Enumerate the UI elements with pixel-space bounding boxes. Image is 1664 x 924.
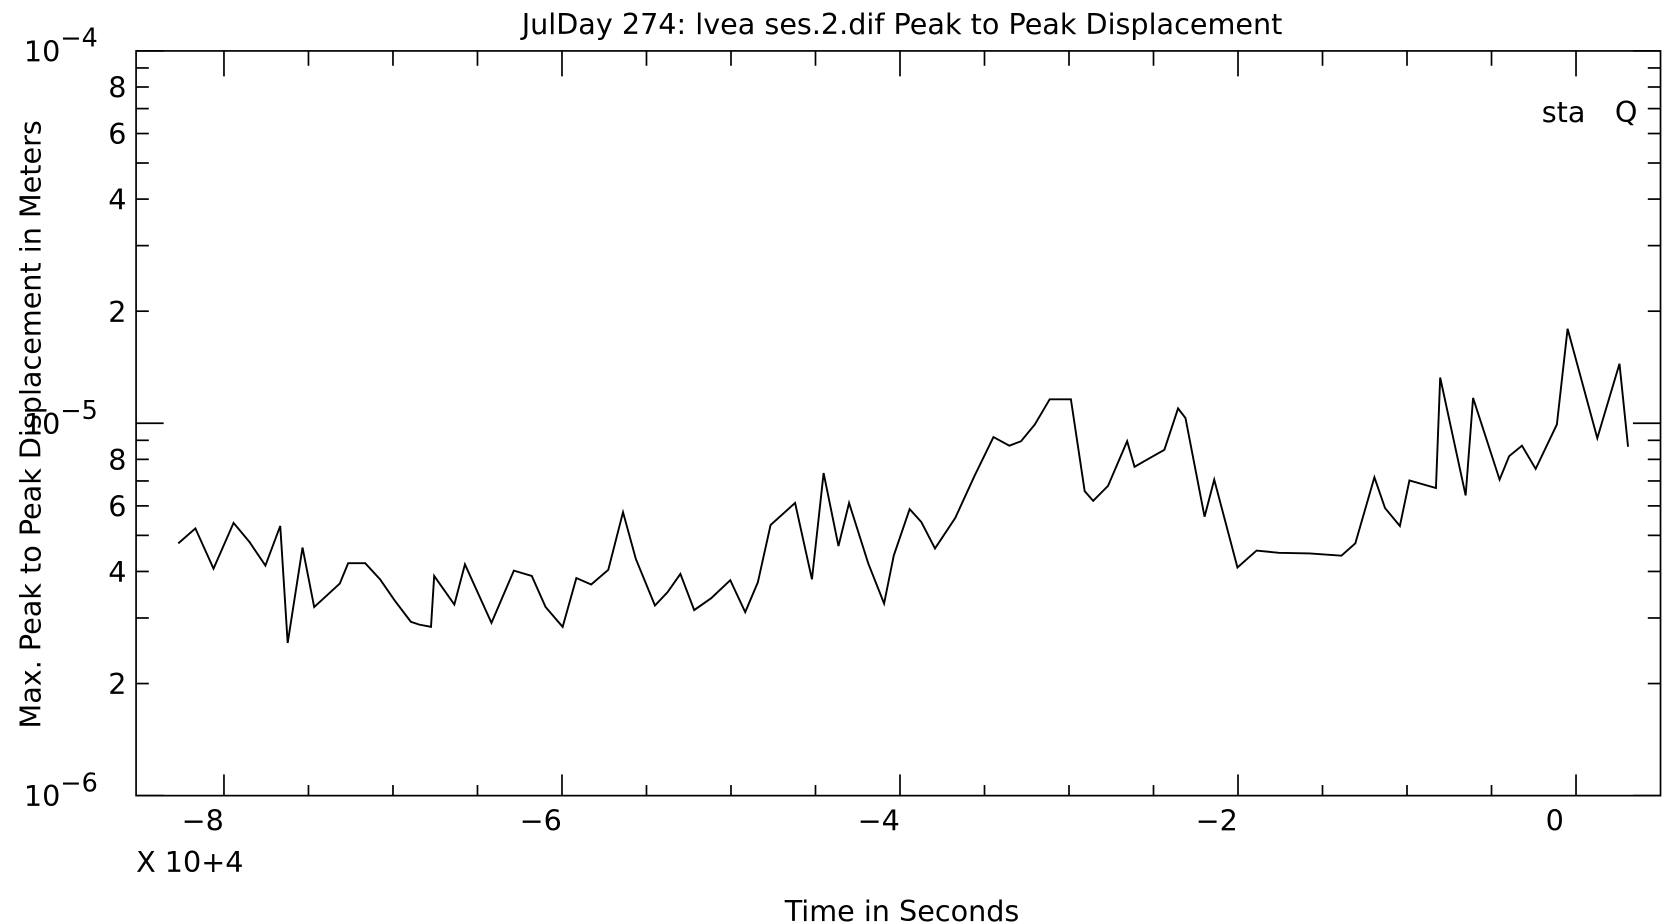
y-tick-label: 10−5 (24, 396, 98, 441)
legend-entry: Q (1615, 95, 1638, 129)
chart-title: JulDay 274: lvea ses.2.dif Peak to Peak … (520, 7, 1283, 41)
y-tick-label: 10−6 (24, 768, 98, 813)
y-tick-label: 2 (108, 667, 126, 701)
y-tick-label-exponent: −5 (60, 396, 98, 426)
y-tick-label-base: 6 (108, 489, 126, 523)
y-tick-label-base: 10 (24, 35, 60, 69)
y-tick-label: 6 (108, 117, 126, 151)
x-tick-label: −8 (182, 804, 224, 838)
y-tick-label-base: 10 (24, 407, 60, 441)
y-tick-label-exponent: −4 (60, 24, 98, 54)
x-axis-label: Time in Seconds (784, 894, 1020, 924)
y-tick-label: 4 (108, 183, 126, 217)
y-tick-label: 10−4 (24, 24, 98, 69)
y-tick-label-base: 6 (108, 117, 126, 151)
y-tick-label-base: 8 (108, 443, 126, 477)
y-tick-label: 4 (108, 555, 126, 589)
y-tick-label-base: 4 (108, 183, 126, 217)
x-tick-label: −4 (858, 804, 900, 838)
y-tick-label: 2 (108, 295, 126, 329)
y-tick-label-base: 2 (108, 667, 126, 701)
y-axis-label: Max. Peak to Peak Displacement in Meters (14, 120, 48, 728)
y-tick-label-exponent: −6 (60, 768, 98, 798)
data-line (177, 328, 1630, 644)
x-multiplier: X 10+4 (136, 845, 243, 879)
y-tick-label-base: 10 (24, 779, 60, 813)
x-tick-label: 0 (1546, 804, 1564, 838)
x-tick-label: −2 (1196, 804, 1238, 838)
y-tick-label-base: 8 (108, 71, 126, 105)
x-tick-label: −6 (520, 804, 562, 838)
y-tick-label: 8 (108, 71, 126, 105)
legend-title: sta (1542, 95, 1586, 129)
y-tick-label: 8 (108, 443, 126, 477)
y-tick-label-base: 4 (108, 555, 126, 589)
y-tick-label: 6 (108, 489, 126, 523)
y-tick-label-base: 2 (108, 295, 126, 329)
